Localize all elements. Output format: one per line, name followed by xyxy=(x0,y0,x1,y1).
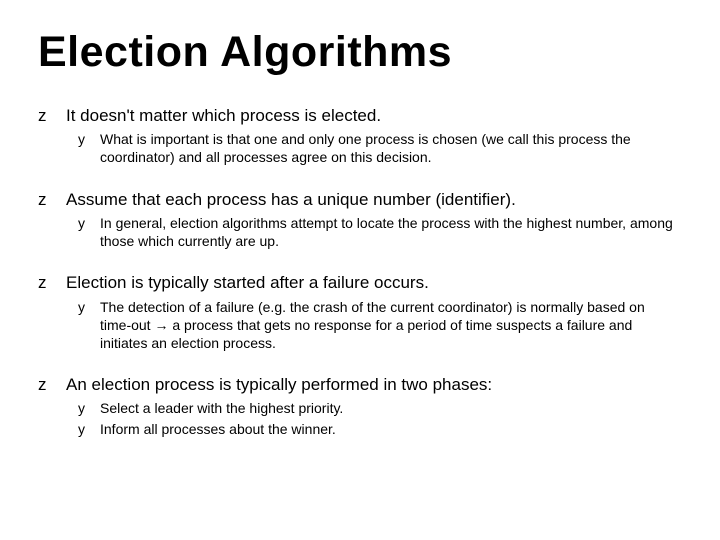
sub-bullet: y Inform all processes about the winner. xyxy=(78,420,682,438)
slide-title: Election Algorithms xyxy=(38,28,682,77)
sub-bullet: y The detection of a failure (e.g. the c… xyxy=(78,298,682,353)
top-bullet: z An election process is typically perfo… xyxy=(38,374,682,395)
bullet-marker-y: y xyxy=(78,130,100,148)
bullet-marker-y: y xyxy=(78,214,100,232)
bullet-marker-y: y xyxy=(78,298,100,316)
sub-bullet-text: Select a leader with the highest priorit… xyxy=(100,399,351,417)
top-bullet: z Election is typically started after a … xyxy=(38,272,682,293)
top-bullet-text: An election process is typically perform… xyxy=(66,374,492,395)
sub-bullet-text: Inform all processes about the winner. xyxy=(100,420,344,438)
bullet-marker-y: y xyxy=(78,420,100,438)
slide: Election Algorithms z It doesn't matter … xyxy=(0,0,720,540)
sub-bullet: y What is important is that one and only… xyxy=(78,130,682,166)
bullet-block: z Assume that each process has a unique … xyxy=(38,189,682,251)
sub-bullet-text: What is important is that one and only o… xyxy=(100,130,682,166)
top-bullet-text: Election is typically started after a fa… xyxy=(66,272,429,293)
bullet-block: z An election process is typically perfo… xyxy=(38,374,682,438)
bullet-marker-z: z xyxy=(38,272,66,293)
sub-bullet-text: The detection of a failure (e.g. the cra… xyxy=(100,298,682,353)
bullet-block: z It doesn't matter which process is ele… xyxy=(38,105,682,167)
sub-bullet-text: In general, election algorithms attempt … xyxy=(100,214,682,250)
bullet-marker-z: z xyxy=(38,189,66,210)
top-bullet: z Assume that each process has a unique … xyxy=(38,189,682,210)
bullet-block: z Election is typically started after a … xyxy=(38,272,682,352)
bullet-marker-z: z xyxy=(38,374,66,395)
top-bullet-text: Assume that each process has a unique nu… xyxy=(66,189,516,210)
bullet-marker-z: z xyxy=(38,105,66,126)
sub-bullet: y Select a leader with the highest prior… xyxy=(78,399,682,417)
sub-bullet: y In general, election algorithms attemp… xyxy=(78,214,682,250)
top-bullet-text: It doesn't matter which process is elect… xyxy=(66,105,381,126)
top-bullet: z It doesn't matter which process is ele… xyxy=(38,105,682,126)
bullet-marker-y: y xyxy=(78,399,100,417)
